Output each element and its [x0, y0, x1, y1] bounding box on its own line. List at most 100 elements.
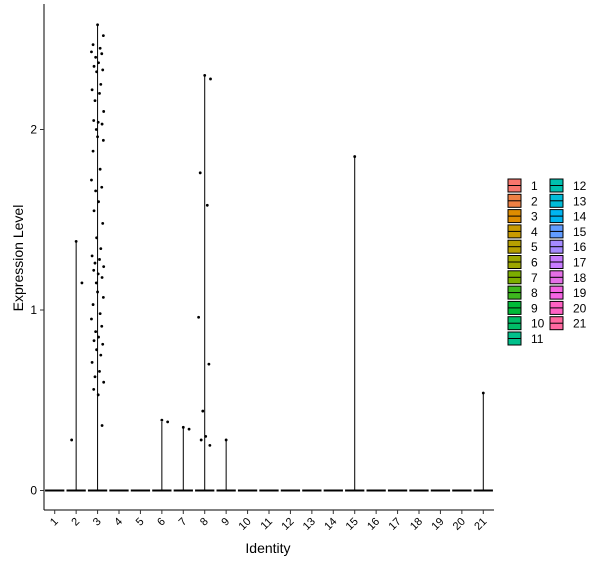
plot-area — [45, 23, 493, 492]
data-point — [198, 171, 202, 175]
x-tick-label: 20 — [451, 516, 468, 533]
x-tick-label: 3 — [91, 516, 104, 529]
legend-label-11: 11 — [531, 332, 544, 346]
data-point — [98, 167, 102, 171]
legend-label-3: 3 — [531, 210, 538, 224]
data-point — [94, 128, 98, 131]
x-tick-label: 1 — [48, 516, 61, 529]
x-tick-label: 8 — [198, 516, 211, 529]
data-point — [80, 281, 84, 285]
legend-label-6: 6 — [531, 256, 538, 270]
data-point — [102, 110, 106, 113]
data-point — [98, 312, 102, 316]
legend-label-16: 16 — [573, 240, 587, 254]
legend-label-2: 2 — [531, 194, 538, 208]
x-tick-label: 13 — [301, 516, 318, 533]
legend-label-9: 9 — [531, 301, 538, 315]
x-tick-label: 19 — [429, 516, 446, 533]
data-point — [90, 88, 94, 92]
x-tick-label: 9 — [219, 516, 232, 529]
x-tick-label: 5 — [134, 516, 147, 529]
data-point — [101, 68, 105, 72]
data-point — [99, 82, 103, 86]
legend-label-8: 8 — [531, 286, 538, 300]
legend-label-20: 20 — [573, 301, 587, 315]
data-point — [96, 272, 100, 276]
legend-label-18: 18 — [573, 271, 587, 285]
x-axis-label: Identity — [245, 540, 290, 556]
data-point — [90, 360, 94, 364]
data-point — [102, 380, 106, 384]
data-point — [92, 388, 96, 391]
x-tick-label: 21 — [472, 516, 489, 533]
data-point — [74, 240, 78, 243]
data-point — [92, 209, 96, 213]
x-tick-label: 17 — [387, 516, 404, 533]
data-point — [97, 61, 100, 65]
data-point — [98, 369, 101, 373]
data-point — [96, 120, 100, 124]
y-tick-label: 0 — [30, 484, 37, 498]
data-point — [100, 424, 104, 427]
data-point — [93, 375, 97, 379]
data-point — [98, 92, 101, 95]
data-point — [90, 254, 94, 258]
data-point — [94, 55, 98, 59]
data-point — [91, 303, 95, 306]
data-point — [101, 295, 105, 299]
data-point — [91, 43, 95, 47]
x-tick-label: 15 — [344, 516, 361, 533]
legend-label-15: 15 — [573, 225, 587, 239]
data-point — [92, 64, 96, 68]
legend-label-5: 5 — [531, 240, 538, 254]
legend-label-17: 17 — [573, 256, 587, 270]
data-point — [208, 443, 212, 447]
data-point — [98, 46, 102, 50]
legend-label-12: 12 — [573, 179, 587, 193]
data-point — [70, 438, 74, 442]
x-tick-label: 10 — [237, 516, 254, 533]
legend-label-4: 4 — [531, 225, 538, 239]
legend-label-19: 19 — [573, 286, 587, 300]
data-point — [101, 221, 105, 225]
data-point — [209, 77, 212, 81]
x-tick-label: 18 — [408, 516, 425, 533]
legend-label-21: 21 — [573, 317, 587, 331]
data-point — [99, 353, 103, 357]
data-point — [101, 34, 105, 38]
data-point — [90, 178, 93, 182]
data-point — [102, 265, 106, 269]
x-tick-label: 6 — [155, 516, 168, 529]
data-point — [201, 409, 205, 413]
data-point — [93, 99, 97, 103]
data-point — [197, 315, 201, 319]
y-tick-label: 1 — [30, 303, 37, 317]
data-point — [100, 185, 104, 189]
x-tick-label: 11 — [259, 516, 276, 533]
data-point — [92, 339, 96, 343]
data-point — [199, 438, 203, 442]
data-point — [166, 420, 170, 424]
data-point — [92, 119, 96, 122]
x-tick-label: 12 — [279, 516, 296, 533]
data-point — [204, 434, 208, 438]
data-point — [481, 391, 485, 395]
data-point — [207, 362, 211, 366]
legend-label-1: 1 — [531, 179, 538, 193]
data-point — [99, 247, 103, 251]
data-point — [205, 203, 209, 207]
y-axis-label: Expression Level — [10, 205, 26, 312]
data-point — [98, 258, 101, 261]
data-point — [97, 335, 100, 339]
data-point — [100, 52, 104, 56]
data-point — [95, 70, 99, 74]
data-point — [353, 155, 357, 158]
data-point — [96, 135, 99, 139]
data-point — [97, 200, 100, 204]
data-point — [101, 138, 105, 142]
data-point — [101, 342, 105, 346]
x-tick-label: 2 — [69, 516, 82, 529]
data-point — [160, 418, 164, 422]
